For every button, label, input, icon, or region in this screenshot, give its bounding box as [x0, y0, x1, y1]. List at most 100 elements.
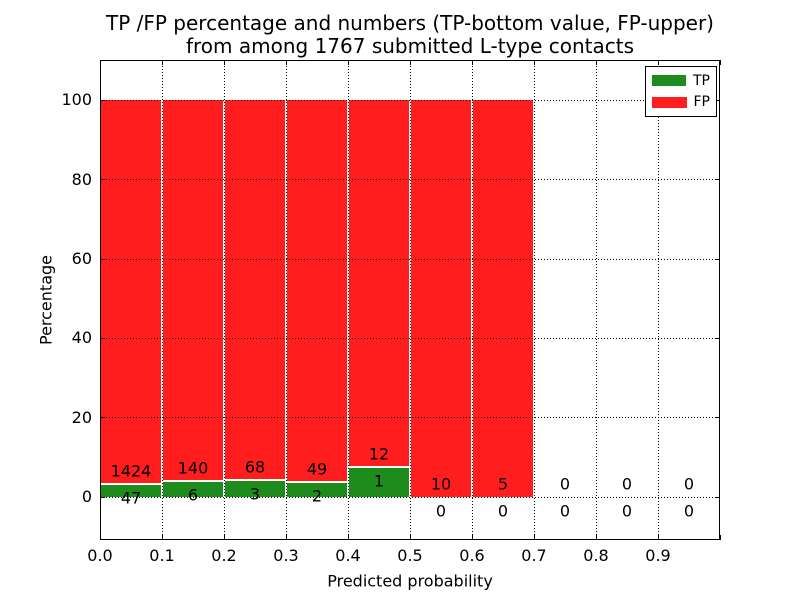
- y-tick-mark: [715, 99, 720, 101]
- fp-count-label: 12: [368, 444, 390, 464]
- y-gridline: [100, 258, 720, 260]
- fp-count-label: 0: [559, 474, 571, 494]
- bar-segment-fp: [411, 100, 471, 498]
- fp-count-label: 0: [621, 474, 633, 494]
- x-tick-mark: [409, 535, 411, 540]
- x-tick-mark: [595, 60, 597, 65]
- legend-swatch-tp: [652, 75, 686, 87]
- tp-count-label: 0: [621, 501, 633, 521]
- x-gridline: [161, 60, 163, 540]
- fp-count-label: 1424: [110, 461, 152, 481]
- x-tick-mark: [347, 60, 349, 65]
- tp-count-label: 0: [683, 501, 695, 521]
- fp-count-label: 0: [683, 474, 695, 494]
- x-tick-mark: [285, 535, 287, 540]
- x-tick-mark: [161, 60, 163, 65]
- legend-swatch-fp: [652, 96, 687, 108]
- x-tick-mark: [99, 535, 101, 540]
- x-gridline: [657, 60, 659, 540]
- y-tick-mark: [100, 258, 105, 260]
- y-tick-mark: [100, 179, 105, 181]
- x-tick-label: 0.2: [211, 546, 237, 565]
- x-tick-label: 0.9: [645, 546, 671, 565]
- legend-label-tp: TP: [693, 72, 710, 89]
- legend-label-fp: FP: [693, 94, 711, 111]
- fp-count-label: 49: [306, 459, 328, 479]
- x-tick-mark: [99, 60, 101, 65]
- y-tick-mark: [100, 99, 105, 101]
- x-tick-label: 0.7: [521, 546, 547, 565]
- x-gridline: [409, 60, 411, 540]
- y-tick-mark: [715, 337, 720, 339]
- tp-count-label: 6: [187, 485, 199, 505]
- x-tick-mark: [657, 60, 659, 65]
- y-tick-mark: [100, 337, 105, 339]
- x-gridline: [285, 60, 287, 540]
- bar-segment-tp: [101, 485, 161, 498]
- bar-segment-fp: [287, 100, 347, 481]
- bar-segment-tp: [349, 467, 409, 498]
- bar-segment-fp: [101, 100, 161, 484]
- y-gridline: [100, 179, 720, 181]
- x-tick-mark: [719, 60, 721, 65]
- tp-count-label: 3: [249, 484, 261, 504]
- legend-item-fp: FP: [652, 95, 710, 109]
- x-tick-label: 0.8: [583, 546, 609, 565]
- y-tick-label: 0: [81, 487, 92, 507]
- x-tick-mark: [471, 60, 473, 65]
- legend-item-tp: TP: [652, 74, 710, 88]
- x-gridline: [471, 60, 473, 540]
- y-gridline: [100, 337, 720, 339]
- tp-count-label: 2: [311, 486, 323, 506]
- chart-title: TP /FP percentage and numbers (TP-bottom…: [100, 12, 720, 58]
- x-tick-label: 0.5: [397, 546, 423, 565]
- x-tick-mark: [223, 535, 225, 540]
- x-tick-label: 0.1: [149, 546, 175, 565]
- y-tick-mark: [100, 417, 105, 419]
- y-tick-mark: [715, 258, 720, 260]
- x-tick-mark: [533, 535, 535, 540]
- y-gridline: [100, 496, 720, 498]
- bar-segment-fp: [349, 100, 409, 466]
- x-tick-mark: [347, 535, 349, 540]
- y-tick-label: 60: [71, 249, 92, 269]
- x-gridline: [347, 60, 349, 540]
- bar-segment-fp: [163, 100, 223, 480]
- bar-segment-tp: [225, 481, 285, 498]
- y-gridline: [100, 417, 720, 419]
- x-tick-label: 0.0: [87, 546, 113, 565]
- y-gridline: [100, 99, 720, 101]
- y-tick-mark: [100, 496, 105, 498]
- x-gridline: [223, 60, 225, 540]
- tp-count-label: 0: [497, 501, 509, 521]
- x-tick-label: 0.3: [273, 546, 299, 565]
- bar-segment-fp: [225, 100, 285, 480]
- x-tick-mark: [719, 535, 721, 540]
- chart-title-line1: TP /FP percentage and numbers (TP-bottom…: [106, 11, 714, 35]
- y-tick-mark: [715, 417, 720, 419]
- chart-title-line2: from among 1767 submitted L-type contact…: [185, 34, 635, 58]
- tp-count-label: 47: [120, 488, 142, 508]
- x-tick-mark: [595, 535, 597, 540]
- x-tick-label: 0.4: [335, 546, 361, 565]
- x-tick-mark: [285, 60, 287, 65]
- y-tick-label: 40: [71, 328, 92, 348]
- tp-count-label: 0: [559, 501, 571, 521]
- y-tick-label: 80: [71, 169, 92, 189]
- tp-count-label: 1: [373, 471, 385, 491]
- fp-count-label: 68: [244, 457, 266, 477]
- y-tick-mark: [715, 496, 720, 498]
- x-tick-mark: [223, 60, 225, 65]
- tp-count-label: 0: [435, 501, 447, 521]
- fp-count-label: 5: [497, 474, 509, 494]
- bar-segment-fp: [473, 100, 533, 498]
- y-tick-mark: [715, 179, 720, 181]
- y-tick-label: 20: [71, 407, 92, 427]
- x-tick-label: 0.6: [459, 546, 485, 565]
- x-gridline: [533, 60, 535, 540]
- bar-segment-tp: [163, 481, 223, 498]
- x-axis-label: Predicted probability: [327, 571, 493, 591]
- x-tick-mark: [657, 535, 659, 540]
- x-tick-mark: [409, 60, 411, 65]
